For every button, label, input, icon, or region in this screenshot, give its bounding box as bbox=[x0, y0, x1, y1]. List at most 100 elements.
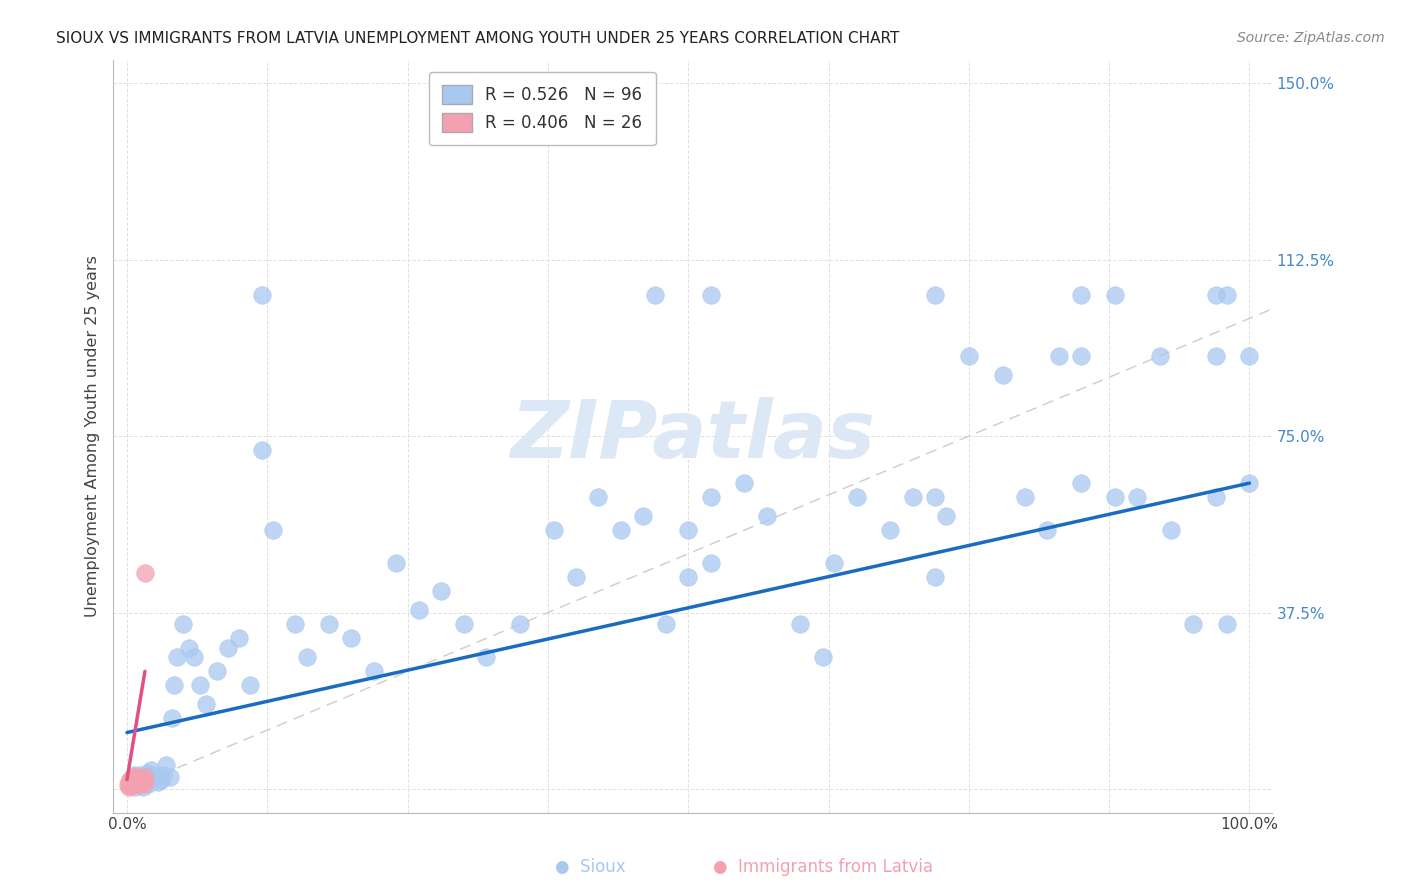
Text: ●  Immigrants from Latvia: ● Immigrants from Latvia bbox=[713, 858, 932, 876]
Point bbox=[125, 775, 148, 789]
Text: Source: ZipAtlas.com: Source: ZipAtlas.com bbox=[1237, 31, 1385, 45]
Point bbox=[543, 523, 565, 537]
Point bbox=[125, 772, 148, 787]
Point bbox=[120, 775, 142, 789]
Point bbox=[131, 780, 153, 794]
Point bbox=[194, 698, 217, 712]
Point bbox=[1047, 349, 1070, 363]
Point bbox=[823, 556, 845, 570]
Point bbox=[228, 632, 250, 646]
Point bbox=[122, 777, 145, 791]
Point bbox=[138, 772, 160, 787]
Point bbox=[610, 523, 633, 537]
Point bbox=[131, 772, 153, 787]
Point bbox=[143, 770, 166, 784]
Point bbox=[141, 768, 163, 782]
Point bbox=[295, 650, 318, 665]
Point bbox=[132, 777, 155, 791]
Point bbox=[127, 777, 149, 791]
Point bbox=[1182, 617, 1205, 632]
Point bbox=[318, 617, 340, 632]
Point bbox=[217, 640, 239, 655]
Point bbox=[1239, 476, 1261, 491]
Point bbox=[1070, 349, 1092, 363]
Point bbox=[1149, 349, 1171, 363]
Point bbox=[340, 632, 363, 646]
Point bbox=[121, 777, 143, 791]
Point bbox=[991, 368, 1014, 382]
Point bbox=[132, 770, 155, 784]
Point bbox=[125, 770, 148, 784]
Point bbox=[134, 770, 156, 784]
Point bbox=[122, 768, 145, 782]
Point bbox=[136, 765, 159, 780]
Point bbox=[924, 490, 946, 504]
Text: ●  Sioux: ● Sioux bbox=[555, 858, 626, 876]
Point bbox=[633, 509, 655, 524]
Point bbox=[118, 775, 141, 789]
Point bbox=[644, 288, 666, 302]
Point bbox=[676, 523, 699, 537]
Point bbox=[924, 288, 946, 302]
Point bbox=[1104, 288, 1126, 302]
Legend: R = 0.526   N = 96, R = 0.406   N = 26: R = 0.526 N = 96, R = 0.406 N = 26 bbox=[429, 71, 655, 145]
Point bbox=[152, 768, 174, 782]
Point bbox=[131, 775, 153, 789]
Point bbox=[811, 650, 834, 665]
Point bbox=[1205, 288, 1227, 302]
Point bbox=[699, 288, 721, 302]
Point bbox=[160, 711, 183, 725]
Point bbox=[655, 617, 678, 632]
Point bbox=[120, 778, 142, 792]
Point bbox=[1104, 490, 1126, 504]
Point bbox=[125, 777, 148, 791]
Point bbox=[676, 570, 699, 584]
Point bbox=[118, 780, 141, 794]
Point bbox=[148, 775, 170, 789]
Point bbox=[789, 617, 811, 632]
Point bbox=[1070, 476, 1092, 491]
Point bbox=[1070, 288, 1092, 302]
Point bbox=[755, 509, 778, 524]
Point bbox=[845, 490, 868, 504]
Point bbox=[1160, 523, 1182, 537]
Point bbox=[565, 570, 588, 584]
Point bbox=[136, 777, 159, 791]
Point bbox=[139, 763, 162, 777]
Point bbox=[166, 650, 188, 665]
Point bbox=[1205, 490, 1227, 504]
Point bbox=[134, 772, 156, 787]
Point bbox=[127, 770, 149, 784]
Point bbox=[901, 490, 924, 504]
Point bbox=[1216, 288, 1239, 302]
Point bbox=[1239, 349, 1261, 363]
Point bbox=[453, 617, 475, 632]
Point bbox=[163, 678, 186, 692]
Point bbox=[177, 640, 200, 655]
Point bbox=[284, 617, 307, 632]
Text: SIOUX VS IMMIGRANTS FROM LATVIA UNEMPLOYMENT AMONG YOUTH UNDER 25 YEARS CORRELAT: SIOUX VS IMMIGRANTS FROM LATVIA UNEMPLOY… bbox=[56, 31, 900, 46]
Point bbox=[924, 570, 946, 584]
Point bbox=[124, 780, 146, 794]
Point bbox=[121, 770, 143, 784]
Point bbox=[172, 617, 194, 632]
Point bbox=[588, 490, 610, 504]
Point bbox=[205, 665, 228, 679]
Point bbox=[125, 772, 148, 787]
Point bbox=[117, 778, 139, 792]
Point bbox=[1014, 490, 1036, 504]
Text: ZIPatlas: ZIPatlas bbox=[510, 397, 875, 475]
Point bbox=[188, 678, 211, 692]
Point bbox=[120, 772, 142, 787]
Point bbox=[125, 775, 148, 789]
Point bbox=[129, 777, 152, 791]
Point bbox=[124, 775, 146, 789]
Point bbox=[121, 776, 143, 790]
Point bbox=[239, 678, 262, 692]
Point bbox=[1205, 349, 1227, 363]
Point bbox=[149, 772, 172, 787]
Point bbox=[183, 650, 205, 665]
Point bbox=[733, 476, 755, 491]
Point bbox=[128, 775, 150, 789]
Point bbox=[127, 772, 149, 787]
